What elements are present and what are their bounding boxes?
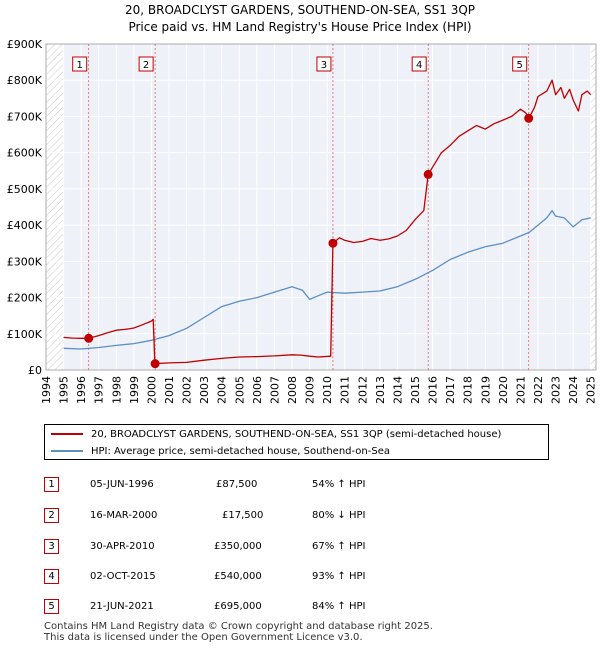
x-tick-label: 2025 [585,376,598,404]
chart-title: 20, BROADCLYST GARDENS, SOUTHEND-ON-SEA,… [124,3,476,17]
sale-date: 16-MAR-2000 [90,510,158,521]
y-tick-label: £400K [7,219,43,232]
sale-hpi-change: 80% ↓ HPI [312,510,366,521]
y-tick-label: £200K [7,292,43,305]
y-tick-label: £300K [7,255,43,268]
x-tick-label: 2005 [233,376,246,404]
sale-label-box [138,56,154,72]
sale-number-badge: 5 [44,599,59,614]
sale-price: £17,500 [222,510,264,521]
legend-swatch-hpi [51,450,83,452]
x-tick-label: 2019 [479,376,492,404]
sale-point [328,238,338,248]
hatched-period [46,44,64,370]
legend-item-property: 20, BROADCLYST GARDENS, SOUTHEND-ON-SEA,… [51,426,501,443]
sale-label: 3 [321,60,327,71]
sale-number-badge: 3 [44,539,59,554]
sale-number-badge: 2 [44,508,59,523]
sale-date: 30-APR-2010 [90,541,155,552]
x-tick-label: 2018 [462,376,475,404]
sale-hpi-change: 67% ↑ HPI [312,541,366,552]
series-line-property [63,79,592,365]
x-tick-label: 2024 [567,376,580,404]
sale-hpi-change: 84% ↑ HPI [312,601,366,612]
sale-label-box [316,56,332,72]
sale-price: £87,500 [216,479,258,490]
x-tick-label: 2012 [356,376,369,404]
x-tick-label: 2023 [550,376,563,404]
legend-label-property: 20, BROADCLYST GARDENS, SOUTHEND-ON-SEA,… [91,429,502,440]
sale-date: 21-JUN-2021 [90,601,154,612]
x-tick-label: 1997 [93,376,106,404]
x-tick-label: 2015 [409,376,422,404]
y-tick-label: £0 [28,364,42,377]
legend-item-hpi: HPI: Average price, semi-detached house,… [51,443,390,460]
x-tick-label: 1998 [110,376,123,404]
x-tick-label: 2016 [427,376,440,404]
x-tick-label: 2013 [374,376,387,404]
sale-label-box [411,56,427,72]
x-tick-label: 2008 [286,376,299,404]
footer-copyright: Contains HM Land Registry data © Crown c… [44,621,433,632]
legend-label-hpi: HPI: Average price, semi-detached house,… [91,446,390,457]
sale-number-badge: 1 [44,477,59,492]
hatched-period [590,44,596,370]
sale-label-box [72,56,88,72]
x-tick-label: 2006 [251,376,264,404]
x-tick-label: 2011 [339,376,352,404]
x-tick-label: 2017 [444,376,457,404]
sale-price: £540,000 [214,571,262,582]
sale-label: 2 [143,60,149,71]
x-tick-label: 1994 [40,376,53,404]
plot-border [45,43,597,371]
series-line-hpi [63,209,591,350]
x-tick-label: 2020 [497,376,510,404]
y-tick-label: £600K [7,147,43,160]
sale-point [423,169,433,179]
x-tick-label: 2021 [514,376,527,404]
y-tick-label: £800K [7,74,43,87]
sale-hpi-change: 54% ↑ HPI [312,479,366,490]
y-tick-label: £500K [7,183,43,196]
y-tick-label: £100K [7,328,43,341]
x-tick-label: 2009 [304,376,317,404]
x-tick-label: 2000 [145,376,158,404]
x-tick-label: 2004 [216,376,229,404]
sale-hpi-change: 93% ↑ HPI [312,571,366,582]
sale-date: 02-OCT-2015 [90,571,156,582]
x-tick-label: 2002 [181,376,194,404]
x-tick-label: 1996 [75,376,88,404]
x-tick-label: 2007 [268,376,281,404]
y-tick-label: £700K [7,110,43,123]
x-tick-label: 2014 [391,376,404,404]
sale-price: £350,000 [214,541,262,552]
sale-label: 5 [517,60,523,71]
y-tick-label: £900K [7,38,43,51]
x-tick-label: 1999 [128,376,141,404]
legend-swatch-property [51,433,83,435]
sale-price: £695,000 [214,601,262,612]
footer-licence: This data is licensed under the Open Gov… [44,632,363,643]
x-tick-label: 2022 [532,376,545,404]
x-tick-label: 2001 [163,376,176,404]
x-tick-label: 2010 [321,376,334,404]
x-tick-label: 2003 [198,376,211,404]
price-chart: £0 £100K £200K £300K £400K £500K £600K £700K £80… [7,38,598,404]
sale-point [524,113,534,123]
chart-subtitle: Price paid vs. HM Land Registry's House … [128,20,472,34]
sale-label: 4 [416,60,422,71]
plot-background [46,44,596,370]
sale-label-box [512,56,528,72]
sale-point [150,359,160,369]
sale-label: 1 [77,60,83,71]
sale-date: 05-JUN-1996 [90,479,154,490]
sale-number-badge: 4 [44,569,59,584]
chart-legend: 20, BROADCLYST GARDENS, SOUTHEND-ON-SEA,… [44,424,549,460]
sale-point [84,333,94,343]
x-tick-label: 1995 [58,376,71,404]
